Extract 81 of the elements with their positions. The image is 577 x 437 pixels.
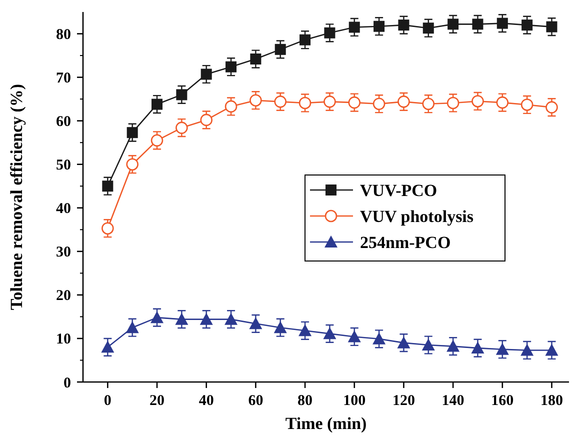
point: [323, 327, 336, 340]
point: [224, 312, 238, 325]
point: [496, 96, 509, 109]
point: [422, 22, 434, 34]
x-axis-title: Time (min): [285, 414, 367, 433]
point: [102, 180, 114, 192]
x-tick-label: 60: [248, 393, 264, 409]
x-tick-label: 100: [343, 393, 366, 409]
point: [300, 34, 311, 46]
point: [274, 96, 287, 108]
point: [446, 96, 460, 110]
point: [250, 54, 262, 65]
y-tick-label: 10: [56, 332, 71, 348]
point: [546, 21, 558, 32]
x-tick-label: 0: [104, 393, 112, 409]
y-tick-label: 60: [56, 114, 71, 130]
point: [152, 98, 163, 110]
point: [422, 338, 435, 350]
point: [348, 330, 361, 342]
point: [374, 20, 385, 32]
legend-label: VUV-PCO: [360, 180, 438, 200]
point: [176, 89, 188, 100]
x-tick-label: 160: [491, 393, 514, 409]
point: [372, 98, 386, 110]
x-tick-label: 180: [540, 393, 563, 409]
point: [348, 96, 361, 109]
point: [472, 18, 484, 30]
point: [274, 321, 287, 334]
point: [471, 342, 484, 354]
point: [398, 20, 410, 31]
point: [496, 342, 509, 355]
point: [126, 127, 138, 138]
x-tick-label: 40: [198, 393, 214, 409]
point: [446, 340, 460, 352]
point: [250, 94, 262, 107]
point: [348, 22, 360, 33]
point: [200, 312, 213, 325]
y-tick-label: 50: [56, 158, 71, 174]
point: [226, 61, 237, 72]
point: [372, 332, 386, 344]
point: [324, 27, 336, 38]
point: [496, 18, 508, 29]
point: [298, 96, 312, 110]
point: [520, 98, 534, 111]
point: [397, 336, 410, 348]
point: [422, 98, 435, 110]
x-tick-label: 140: [442, 393, 464, 409]
point: [101, 340, 114, 353]
point: [545, 344, 558, 356]
point: [298, 324, 312, 336]
x-tick-label: 80: [298, 393, 313, 409]
legend-label: 254nm-PCO: [360, 232, 451, 252]
point: [200, 114, 212, 126]
point: [324, 96, 336, 108]
y-axis-title: Toluene removal efficiency (%): [7, 84, 26, 310]
x-tick-label: 20: [150, 393, 165, 409]
point: [200, 68, 212, 80]
point: [126, 158, 138, 171]
point: [175, 312, 188, 325]
y-tick-label: 0: [64, 375, 71, 392]
y-tick-label: 70: [56, 70, 71, 87]
point: [102, 222, 114, 234]
y-tick-label: 80: [56, 27, 71, 44]
point: [522, 20, 533, 31]
y-tick-label: 40: [56, 201, 71, 218]
point: [448, 18, 459, 30]
point: [224, 100, 238, 113]
point: [398, 96, 410, 108]
x-tick-label: 120: [392, 393, 415, 409]
point: [546, 101, 558, 114]
point: [520, 344, 534, 356]
point: [176, 122, 188, 134]
point: [150, 311, 164, 324]
point: [126, 321, 139, 334]
legend-label: VUV photolysis: [360, 206, 474, 226]
point: [274, 44, 286, 55]
y-tick-label: 20: [56, 288, 71, 304]
point: [150, 134, 164, 147]
point: [472, 95, 484, 108]
y-tick-label: 30: [56, 244, 71, 261]
point: [249, 317, 262, 330]
